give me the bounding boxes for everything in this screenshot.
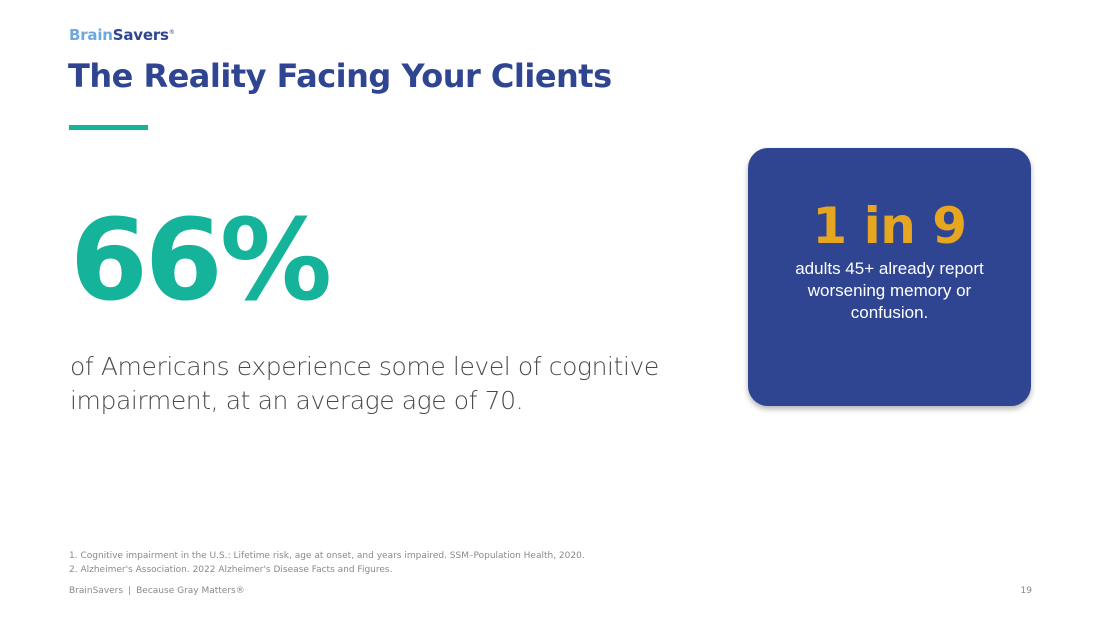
- logo-registered-mark: ®: [168, 29, 175, 36]
- footnote-1: 1. Cognitive impairment in the U.S.: Lif…: [69, 551, 585, 561]
- footer-separator: |: [128, 586, 132, 596]
- title-underline: [69, 125, 148, 130]
- main-stat-description: of Americans experience some level of co…: [70, 352, 659, 415]
- slide-title: The Reality Facing Your Clients: [68, 57, 612, 95]
- footnote-2: 2. Alzheimer's Association. 2022 Alzheim…: [69, 565, 393, 575]
- callout-stat-value: 1 in 9: [812, 197, 967, 255]
- footer-brand-name: BrainSavers: [69, 586, 124, 596]
- footer-brand: BrainSavers | Because Gray Matters®: [69, 586, 245, 596]
- brainsavers-logo: BrainSavers®: [69, 24, 175, 44]
- callout-description: adults 45+ already report worsening memo…: [795, 259, 984, 322]
- main-stat-value: 66%: [70, 196, 332, 326]
- page-number: 19: [1020, 586, 1032, 596]
- logo-part-savers: Savers: [112, 26, 169, 44]
- footer-tagline: Because Gray Matters®: [136, 586, 245, 596]
- callout-box: 1 in 9 adults 45+ already report worseni…: [748, 148, 1031, 406]
- footnotes: 1. Cognitive impairment in the U.S.: Lif…: [69, 549, 585, 577]
- logo-part-brain: Brain: [69, 26, 113, 44]
